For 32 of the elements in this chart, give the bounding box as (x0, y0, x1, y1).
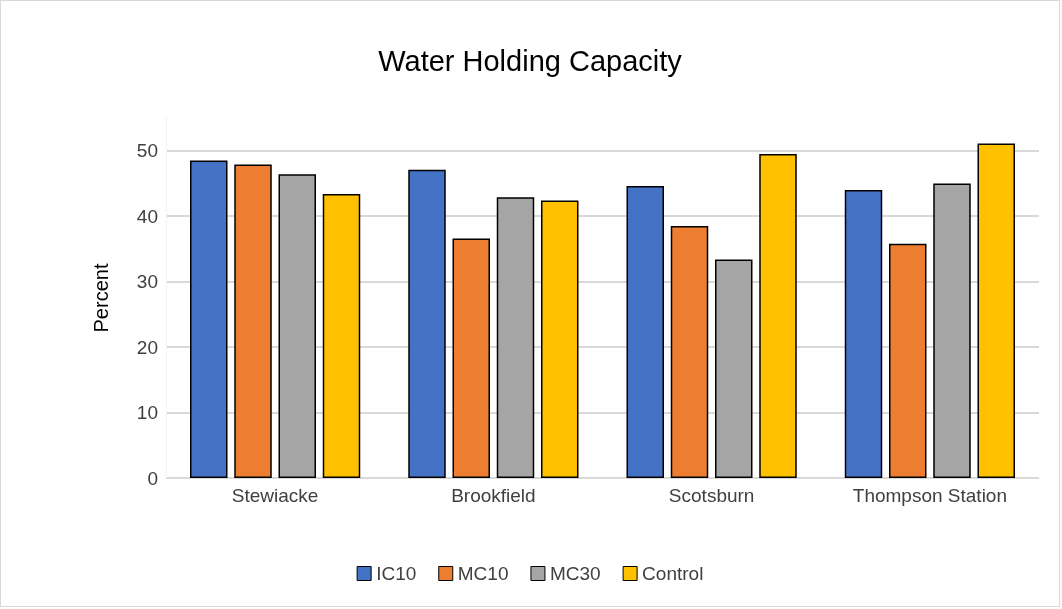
bar (889, 243, 927, 478)
x-tick-label: Thompson Station (852, 485, 1007, 506)
bar (541, 200, 579, 478)
bar (844, 190, 883, 478)
bar (670, 226, 709, 478)
y-tick-label: 20 (136, 336, 158, 358)
legend-label: IC10 (376, 563, 417, 584)
bar (452, 238, 490, 478)
legend-label: Control (642, 563, 704, 584)
legend-label: MC30 (549, 563, 601, 584)
bar (278, 174, 316, 478)
y-tick-label: 50 (136, 140, 158, 162)
y-tick-label: 0 (147, 467, 158, 489)
bar (496, 197, 535, 478)
bar (234, 164, 272, 478)
bar (626, 186, 664, 478)
y-tick-label: 40 (136, 205, 158, 227)
bar (322, 193, 361, 478)
bar (977, 143, 1015, 478)
x-tick-label: Scotsburn (668, 485, 755, 506)
bar (759, 154, 797, 478)
y-tick-label: 10 (136, 402, 158, 424)
x-tick-label: Stewiacke (231, 485, 319, 506)
bar (715, 259, 753, 478)
bar (190, 160, 228, 478)
bar (408, 169, 446, 478)
x-tick-label: Brookfield (451, 485, 536, 506)
chart-title: Water Holding Capacity (378, 44, 683, 77)
bar (933, 183, 971, 478)
y-axis-title: Percent (90, 263, 112, 333)
y-tick-label: 30 (136, 271, 158, 293)
legend-label: MC10 (457, 563, 509, 584)
